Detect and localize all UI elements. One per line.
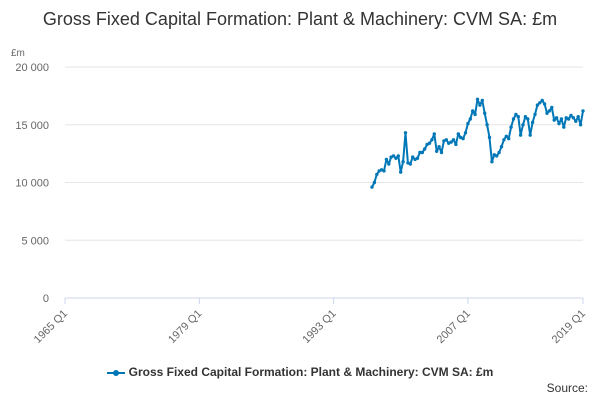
data-point — [578, 123, 583, 127]
data-point — [463, 131, 468, 135]
data-point — [466, 121, 470, 126]
y-axis-label: £m — [11, 48, 25, 59]
data-point — [542, 102, 547, 106]
chart-title: Gross Fixed Capital Formation: Plant & M… — [42, 9, 558, 29]
data-point — [399, 170, 403, 174]
data-point — [497, 150, 501, 155]
data-point — [415, 156, 420, 160]
data-point — [504, 134, 508, 138]
y-tick-label: 20 000 — [15, 62, 49, 74]
data-point — [418, 150, 422, 155]
data-point — [557, 121, 561, 126]
data-point — [566, 117, 571, 121]
data-point — [483, 111, 487, 115]
x-tick-label: 2019 Q1 — [550, 308, 588, 346]
data-point — [372, 180, 377, 185]
data-point — [396, 154, 400, 158]
data-point — [394, 156, 398, 160]
data-point — [451, 138, 456, 142]
x-tick-label: 2007 Q1 — [435, 308, 473, 346]
data-point — [387, 162, 391, 166]
data-point — [370, 185, 374, 189]
data-point — [391, 154, 396, 158]
x-tick-label: 1965 Q1 — [32, 308, 70, 346]
data-point — [480, 98, 484, 103]
data-point — [502, 138, 506, 142]
data-point — [456, 132, 460, 136]
legend-label[interactable]: Gross Fixed Capital Formation: Plant & M… — [128, 365, 494, 379]
data-point — [444, 138, 448, 142]
data-point — [437, 145, 441, 149]
data-point — [461, 136, 465, 141]
data-point — [511, 117, 516, 121]
data-point — [432, 132, 436, 136]
y-tick-label: 15 000 — [15, 120, 49, 132]
data-point — [375, 172, 379, 177]
data-point — [471, 109, 475, 113]
data-point — [521, 123, 525, 127]
data-point — [535, 103, 540, 107]
source-label: Source: — [546, 381, 588, 395]
data-point — [540, 98, 544, 103]
data-point — [514, 112, 518, 117]
data-point — [526, 117, 530, 121]
data-point — [581, 109, 585, 113]
data-point — [487, 135, 492, 140]
data-point — [509, 125, 513, 129]
data-point — [408, 162, 412, 166]
data-point — [427, 141, 432, 145]
data-point — [473, 112, 477, 117]
data-point — [430, 138, 434, 142]
y-tick-label: 10 000 — [15, 178, 49, 190]
y-tick-label: 0 — [43, 293, 49, 305]
data-point — [382, 169, 386, 173]
data-point — [468, 117, 472, 121]
data-point — [533, 112, 537, 117]
data-point — [552, 118, 556, 122]
data-point — [516, 115, 520, 119]
data-point — [384, 157, 389, 162]
data-point — [403, 131, 408, 135]
data-point — [485, 123, 489, 127]
data-point — [574, 119, 578, 124]
data-point — [528, 133, 532, 137]
data-point — [423, 147, 427, 151]
data-point — [530, 120, 535, 125]
data-point — [550, 105, 554, 110]
x-tick-label: 1993 Q1 — [300, 308, 338, 346]
legend-line-swatch — [106, 368, 125, 378]
data-point — [554, 116, 559, 120]
data-point — [475, 97, 480, 102]
data-point — [545, 111, 549, 115]
data-point — [435, 149, 439, 153]
data-point — [547, 109, 552, 113]
data-point — [559, 117, 564, 121]
data-point — [401, 160, 405, 164]
data-point — [478, 103, 482, 107]
data-point — [538, 101, 542, 105]
data-point — [562, 125, 566, 129]
data-point — [420, 150, 424, 155]
data-point — [490, 160, 494, 164]
data-point — [569, 113, 573, 118]
data-point — [523, 115, 528, 119]
legend[interactable]: Gross Fixed Capital Formation: Plant & M… — [0, 365, 600, 379]
data-point — [499, 145, 504, 149]
data-point — [576, 115, 580, 119]
data-point — [495, 154, 499, 158]
data-point — [454, 142, 458, 147]
x-tick-label: 1979 Q1 — [166, 308, 204, 346]
data-point — [449, 140, 453, 144]
data-point — [439, 150, 444, 155]
data-point — [507, 136, 511, 141]
data-point — [518, 133, 523, 137]
series-line — [371, 98, 584, 188]
data-point — [411, 155, 415, 159]
data-point — [571, 116, 576, 120]
y-tick-label: 5 000 — [21, 235, 49, 247]
